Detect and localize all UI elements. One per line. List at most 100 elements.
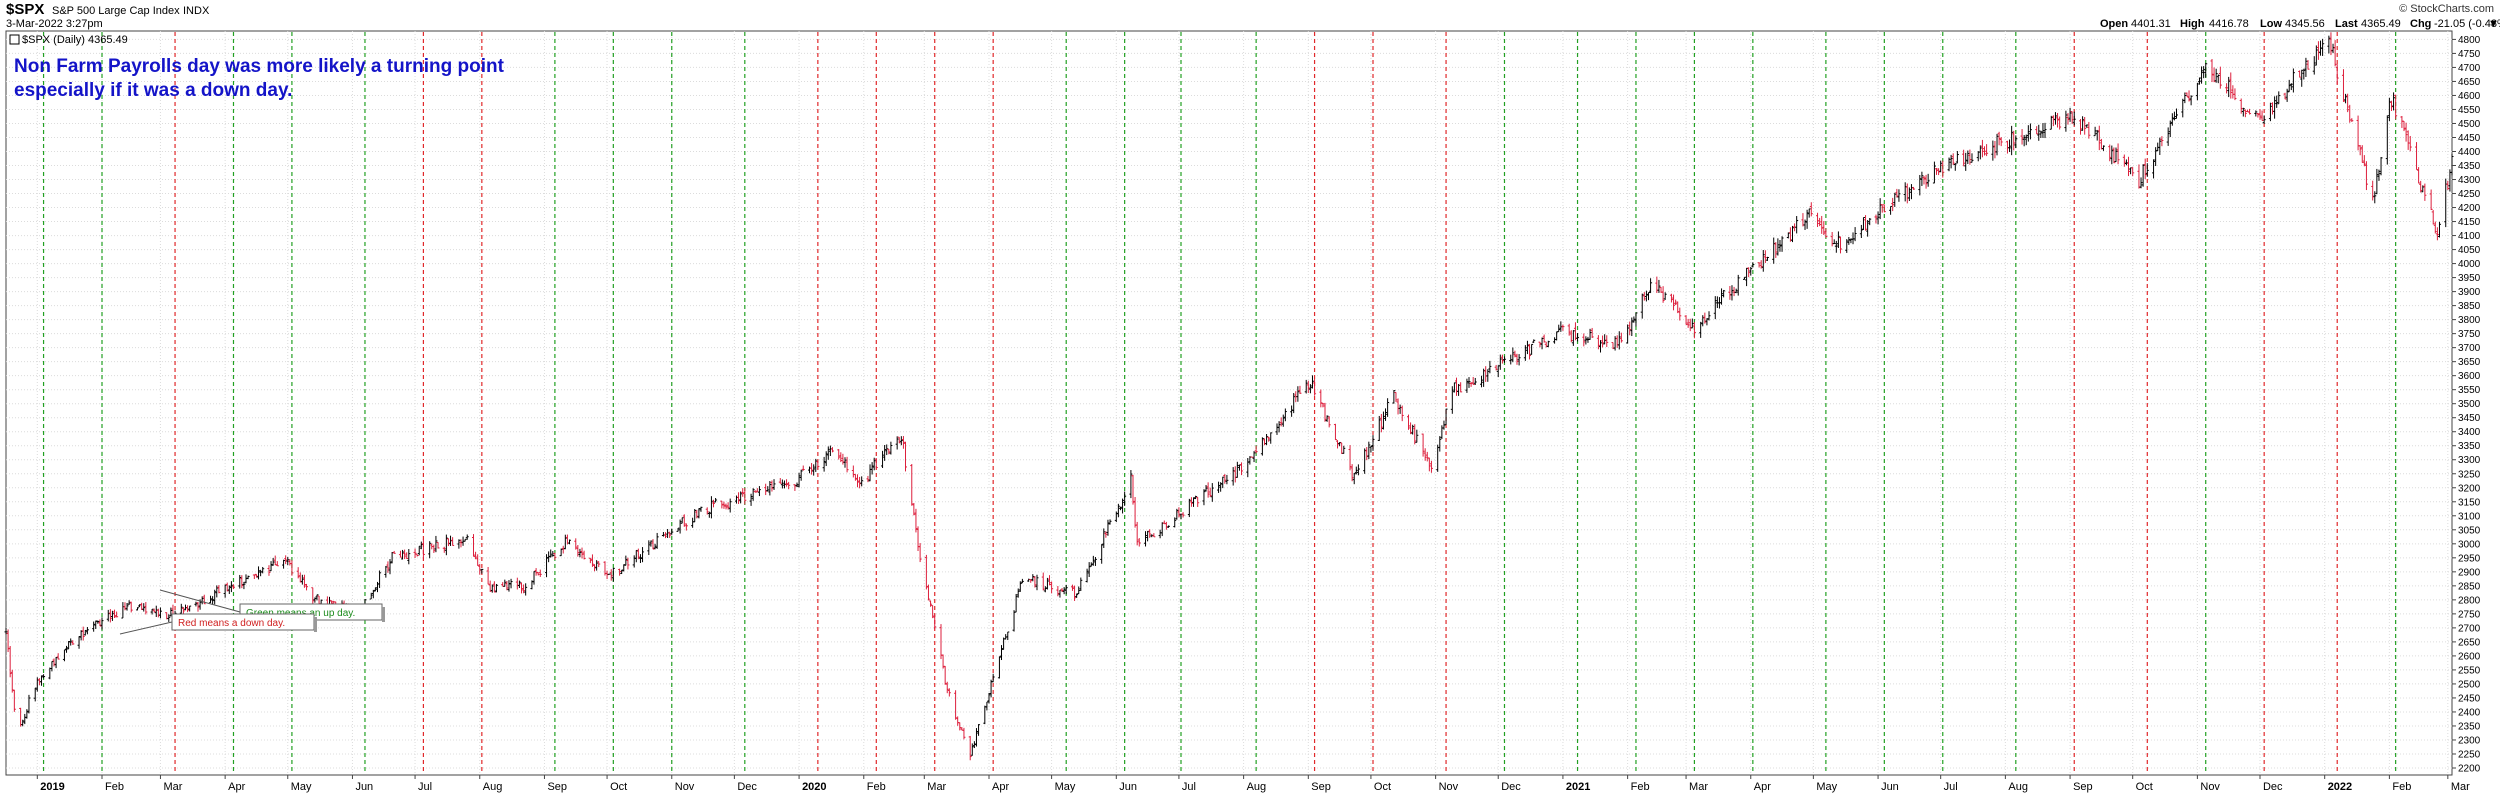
ohlc-bar xyxy=(1296,386,1300,402)
ohlc-bar xyxy=(889,441,893,455)
ohlc-bar xyxy=(2302,68,2306,80)
ohlc-bar xyxy=(2377,169,2381,181)
ohlc-bar xyxy=(1922,175,1926,185)
ohlc-bar xyxy=(2026,125,2030,142)
ohlc-bar xyxy=(977,724,981,736)
ohlc-bar xyxy=(77,636,81,649)
ohlc-bar xyxy=(1912,186,1916,190)
y-tick-label: 2500 xyxy=(2458,679,2481,690)
ohlc-bar xyxy=(968,735,972,761)
ohlc-bar xyxy=(2110,145,2114,165)
ohlc-bar xyxy=(1073,585,1077,601)
ohlc-bar xyxy=(1077,586,1081,595)
chart-legend: $SPX (Daily) 4365.49 xyxy=(9,34,128,46)
ohlc-bar xyxy=(2152,159,2156,179)
ohlc-bar xyxy=(1776,238,1780,256)
ohlc-bar xyxy=(419,541,423,550)
ohlc-bar xyxy=(2346,93,2350,113)
ohlc-bar xyxy=(1189,497,1193,507)
ohlc-bar xyxy=(371,589,375,599)
ohlc-bar xyxy=(2362,155,2366,167)
ohlc-bar xyxy=(1690,318,1694,329)
ohlc-bar xyxy=(987,692,991,704)
ohlc-bar xyxy=(912,502,916,516)
ohlc-bar xyxy=(2195,82,2199,101)
open-label: Open xyxy=(2100,18,2128,30)
ohlc-bar xyxy=(2168,120,2172,138)
ohlc-bar xyxy=(1356,464,1360,476)
ohlc-bar xyxy=(444,534,448,556)
ohlc-bar xyxy=(887,448,891,455)
ohlc-bar xyxy=(2268,102,2272,122)
ohlc-bar xyxy=(1267,436,1271,442)
ohlc-bar xyxy=(1807,208,1811,218)
ohlc-bar xyxy=(125,602,129,611)
ohlc-bar xyxy=(1313,379,1317,396)
ohlc-bar xyxy=(2333,40,2337,67)
ohlc-bar xyxy=(300,574,304,585)
x-tick-label: Feb xyxy=(867,781,886,793)
ohlc-bar xyxy=(2248,108,2252,115)
ohlc-bar xyxy=(1619,332,1623,343)
ohlc-bar xyxy=(1876,211,1880,225)
ohlc-bar xyxy=(113,609,117,618)
ohlc-bar xyxy=(1978,145,1982,160)
open-value: 4401.31 xyxy=(2131,18,2171,30)
ohlc-bar xyxy=(2049,115,2053,130)
ohlc-bar xyxy=(1106,519,1110,536)
ohlc-bar xyxy=(275,561,279,567)
y-tick-label: 3200 xyxy=(2458,483,2481,494)
ohlc-bar xyxy=(386,561,390,573)
ohlc-bar xyxy=(778,478,782,484)
ohlc-bar xyxy=(1763,250,1767,263)
ohlc-bar xyxy=(1240,462,1244,476)
ohlc-bar xyxy=(1409,422,1413,435)
ohlc-bar xyxy=(1254,445,1258,454)
ohlc-bar xyxy=(1379,413,1383,433)
y-tick-label: 2700 xyxy=(2458,623,2481,634)
ohlc-bar xyxy=(1839,236,1842,254)
ohlc-bar xyxy=(150,608,154,615)
ohlc-bar xyxy=(2022,134,2026,147)
ohlc-bar xyxy=(432,544,436,553)
ohlc-bar xyxy=(845,456,849,473)
ohlc-bar xyxy=(1035,574,1039,591)
ohlc-bar xyxy=(2035,126,2039,135)
x-tick-label: Nov xyxy=(1439,781,1459,793)
ohlc-bar xyxy=(582,550,586,560)
ohlc-bar xyxy=(1780,236,1784,252)
ohlc-bar xyxy=(1070,584,1074,591)
green-callout-pointer xyxy=(159,589,241,613)
ohlc-bar xyxy=(1747,267,1751,278)
ohlc-bar xyxy=(924,554,928,590)
ohlc-bar xyxy=(1208,487,1212,498)
ohlc-bar xyxy=(1206,482,1210,498)
ohlc-bar xyxy=(1991,140,1995,161)
y-tick-label: 2450 xyxy=(2458,693,2481,704)
ohlc-bar xyxy=(110,610,114,621)
ohlc-bar xyxy=(1582,333,1586,347)
ohlc-bar xyxy=(1048,575,1052,586)
ohlc-bar xyxy=(904,441,908,472)
y-tick-label: 3000 xyxy=(2458,539,2481,550)
ohlc-bar xyxy=(1926,173,1930,187)
ohlc-bar xyxy=(1308,384,1312,394)
ohlc-bar xyxy=(315,594,319,601)
ohlc-bar xyxy=(2170,113,2174,126)
ohlc-bar xyxy=(313,597,317,603)
y-tick-label: 4800 xyxy=(2458,35,2481,46)
x-tick-label: May xyxy=(1055,781,1076,793)
ohlc-bar xyxy=(1895,188,1899,198)
ohlc-bar xyxy=(933,614,937,630)
ohlc-bar xyxy=(1093,557,1097,566)
low-value: 4345.56 xyxy=(2285,18,2325,30)
ohlc-bar xyxy=(1932,161,1936,184)
ohlc-bar xyxy=(901,436,905,449)
ohlc-bar xyxy=(1968,149,1972,165)
ohlc-bar xyxy=(296,567,300,579)
ohlc-bar xyxy=(2239,98,2243,114)
ohlc-bar xyxy=(764,483,768,496)
ohlc-bar xyxy=(737,492,741,505)
ohlc-bar xyxy=(590,554,594,567)
ohlc-bar xyxy=(451,537,455,546)
